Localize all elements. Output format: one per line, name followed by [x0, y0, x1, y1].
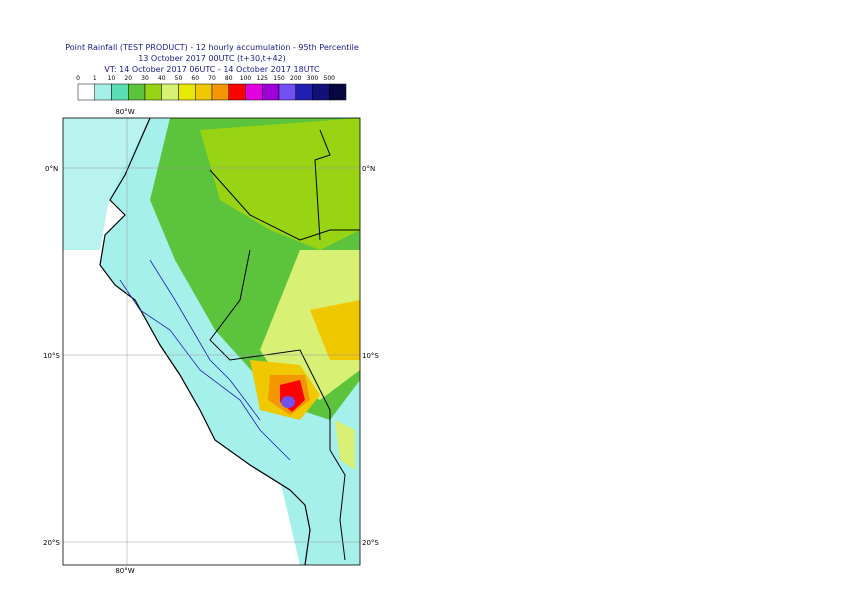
legend-label: 125 [257, 75, 269, 82]
legend-label: 0 [76, 75, 80, 82]
legend-label: 30 [141, 75, 149, 82]
legend-label: 50 [175, 75, 183, 82]
legend-swatch [278, 83, 296, 101]
legend-swatch [295, 83, 313, 101]
legend-label: 40 [158, 75, 166, 82]
legend-label: 1 [93, 75, 97, 82]
legend-swatch [329, 83, 347, 101]
map-frame [62, 117, 361, 566]
lat-label: 0°N [362, 165, 375, 173]
lon-label: 80°W [115, 567, 134, 575]
legend-swatch [144, 83, 162, 101]
legend-swatch [94, 83, 112, 101]
legend-label: 70 [208, 75, 216, 82]
legend-label: 500 [324, 75, 336, 82]
legend-label: 200 [290, 75, 302, 82]
lat-label: 20°S [43, 539, 60, 547]
legend-swatch [77, 83, 95, 101]
legend-label: 80 [225, 75, 233, 82]
legend: 0 1 10 20 30 40 50 60 70 80 100 125 150 200 300 500 [76, 75, 347, 101]
lat-label: 0°N [45, 165, 58, 173]
legend-label: 150 [273, 75, 285, 82]
legend-swatch [312, 83, 330, 101]
validity: VT: 14 October 2017 06UTC - 14 October 2… [104, 65, 320, 74]
legend-label: 10 [108, 75, 116, 82]
legend-swatch [262, 83, 280, 101]
lat-label: 10°S [43, 352, 60, 360]
lat-label: 10°S [362, 352, 379, 360]
lat-label: 20°S [362, 539, 379, 547]
legend-swatch [161, 83, 179, 101]
legend-swatch [245, 83, 263, 101]
run: 13 October 2017 00UTC (t+30,t+42) [138, 54, 286, 63]
legend-swatch [178, 83, 196, 101]
legend-label: 20 [124, 75, 132, 82]
legend-swatch [128, 83, 146, 101]
legend-swatch [195, 83, 213, 101]
legend-swatch [228, 83, 246, 101]
legend-label: 60 [191, 75, 199, 82]
map [63, 118, 360, 565]
legend-swatch [211, 83, 229, 101]
lon-label: 80°W [115, 108, 134, 116]
legend-label: 100 [240, 75, 252, 82]
title: Point Rainfall (TEST PRODUCT) - 12 hourl… [65, 43, 359, 52]
legend-swatch [111, 83, 129, 101]
legend-label: 300 [307, 75, 319, 82]
